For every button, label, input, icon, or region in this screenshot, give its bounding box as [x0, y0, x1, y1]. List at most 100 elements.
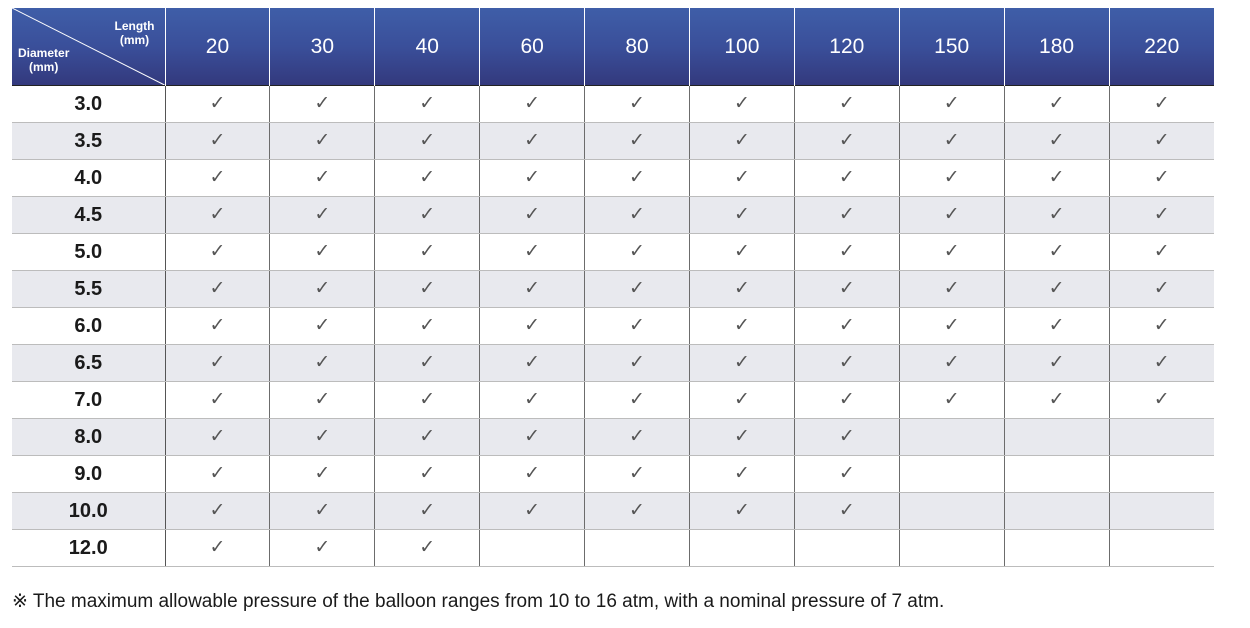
- checkmark-icon: ✓: [629, 352, 645, 373]
- available-cell: ✓: [269, 159, 376, 197]
- checkmark-icon: ✓: [1153, 278, 1170, 299]
- checkmark-icon: ✓: [314, 241, 331, 262]
- checkmark-icon: ✓: [629, 463, 645, 484]
- checkmark-icon: ✓: [314, 167, 331, 188]
- available-cell: ✓: [1004, 233, 1110, 271]
- table-row: 10.0 ✓ ✓ ✓ ✓ ✓ ✓ ✓: [12, 492, 1214, 530]
- checkmark-icon: ✓: [419, 537, 436, 558]
- available-cell: ✓: [269, 455, 376, 493]
- available-cell: ✓: [689, 85, 795, 123]
- available-cell: ✓: [1109, 122, 1214, 160]
- length-header: 60: [479, 8, 586, 86]
- available-cell: ✓: [899, 344, 1005, 382]
- available-cell: ✓: [584, 233, 690, 271]
- available-cell: ✓: [1004, 85, 1110, 123]
- checkmark-icon: ✓: [943, 278, 960, 299]
- table-row: 5.0 ✓ ✓ ✓ ✓ ✓ ✓ ✓ ✓ ✓ ✓: [12, 233, 1214, 271]
- available-cell: ✓: [689, 307, 795, 345]
- checkmark-icon: ✓: [943, 352, 960, 373]
- available-cell: ✓: [165, 233, 271, 271]
- empty-cell: [899, 529, 1005, 567]
- checkmark-icon: ✓: [1048, 204, 1065, 225]
- available-cell: ✓: [165, 455, 271, 493]
- table-row: 8.0 ✓ ✓ ✓ ✓ ✓ ✓ ✓: [12, 418, 1214, 456]
- available-cell: ✓: [374, 122, 481, 160]
- checkmark-icon: ✓: [1048, 241, 1065, 262]
- available-cell: ✓: [374, 344, 481, 382]
- checkmark-icon: ✓: [524, 352, 541, 373]
- available-cell: ✓: [689, 270, 795, 308]
- available-cell: ✓: [584, 196, 690, 234]
- length-header: 20: [165, 8, 271, 86]
- size-table: Length (mm) Diameter (mm) 20 30 40 60 80 100 1…: [12, 8, 1214, 567]
- empty-cell: [1004, 455, 1110, 493]
- available-cell: ✓: [374, 307, 481, 345]
- available-cell: ✓: [269, 381, 376, 419]
- available-cell: ✓: [584, 307, 690, 345]
- checkmark-icon: ✓: [1153, 315, 1170, 336]
- checkmark-icon: ✓: [838, 389, 855, 410]
- checkmark-icon: ✓: [1153, 389, 1170, 410]
- diameter-cell: 6.5: [12, 344, 166, 382]
- length-header: 220: [1109, 8, 1214, 86]
- checkmark-icon: ✓: [629, 500, 645, 521]
- available-cell: ✓: [794, 85, 900, 123]
- checkmark-icon: ✓: [733, 204, 750, 225]
- available-cell: ✓: [269, 492, 376, 530]
- available-cell: ✓: [165, 122, 271, 160]
- diameter-cell: 12.0: [12, 529, 166, 567]
- available-cell: ✓: [479, 270, 586, 308]
- checkmark-icon: ✓: [629, 130, 645, 151]
- checkmark-icon: ✓: [524, 500, 541, 521]
- available-cell: ✓: [479, 381, 586, 419]
- available-cell: ✓: [1004, 270, 1110, 308]
- checkmark-icon: ✓: [314, 389, 331, 410]
- checkmark-icon: ✓: [629, 93, 645, 114]
- checkmark-icon: ✓: [209, 278, 226, 299]
- available-cell: ✓: [794, 122, 900, 160]
- checkmark-icon: ✓: [524, 426, 541, 447]
- available-cell: ✓: [689, 381, 795, 419]
- available-cell: ✓: [1004, 196, 1110, 234]
- available-cell: ✓: [584, 159, 690, 197]
- checkmark-icon: ✓: [419, 278, 436, 299]
- empty-cell: [794, 529, 900, 567]
- checkmark-icon: ✓: [209, 93, 226, 114]
- available-cell: ✓: [899, 307, 1005, 345]
- checkmark-icon: ✓: [733, 352, 750, 373]
- diameter-cell: 3.5: [12, 122, 166, 160]
- checkmark-icon: ✓: [733, 315, 750, 336]
- checkmark-icon: ✓: [838, 500, 855, 521]
- available-cell: ✓: [374, 233, 481, 271]
- empty-cell: [1109, 492, 1214, 530]
- length-label: Length: [114, 19, 155, 33]
- available-cell: ✓: [269, 122, 376, 160]
- table-row: 3.5 ✓ ✓ ✓ ✓ ✓ ✓ ✓ ✓ ✓ ✓: [12, 122, 1214, 160]
- checkmark-icon: ✓: [1048, 167, 1065, 188]
- available-cell: ✓: [1004, 381, 1110, 419]
- table-row: 4.5 ✓ ✓ ✓ ✓ ✓ ✓ ✓ ✓ ✓ ✓: [12, 196, 1214, 234]
- available-cell: ✓: [689, 122, 795, 160]
- available-cell: ✓: [794, 344, 900, 382]
- empty-cell: [1004, 492, 1110, 530]
- available-cell: ✓: [165, 492, 271, 530]
- empty-cell: [899, 492, 1005, 530]
- available-cell: ✓: [1109, 85, 1214, 123]
- checkmark-icon: ✓: [419, 426, 436, 447]
- length-header: 40: [374, 8, 481, 86]
- checkmark-icon: ✓: [419, 241, 436, 262]
- checkmark-icon: ✓: [733, 167, 750, 188]
- diameter-cell: 10.0: [12, 492, 166, 530]
- header-row: Length (mm) Diameter (mm) 20 30 40 60 80 100 1…: [12, 8, 1214, 86]
- available-cell: ✓: [479, 233, 586, 271]
- available-cell: ✓: [794, 307, 900, 345]
- available-cell: ✓: [1109, 270, 1214, 308]
- available-cell: ✓: [165, 196, 271, 234]
- checkmark-icon: ✓: [524, 204, 541, 225]
- available-cell: ✓: [584, 85, 690, 123]
- length-header: 80: [584, 8, 690, 86]
- checkmark-icon: ✓: [209, 130, 226, 151]
- checkmark-icon: ✓: [838, 204, 855, 225]
- available-cell: ✓: [1004, 159, 1110, 197]
- available-cell: ✓: [1109, 381, 1214, 419]
